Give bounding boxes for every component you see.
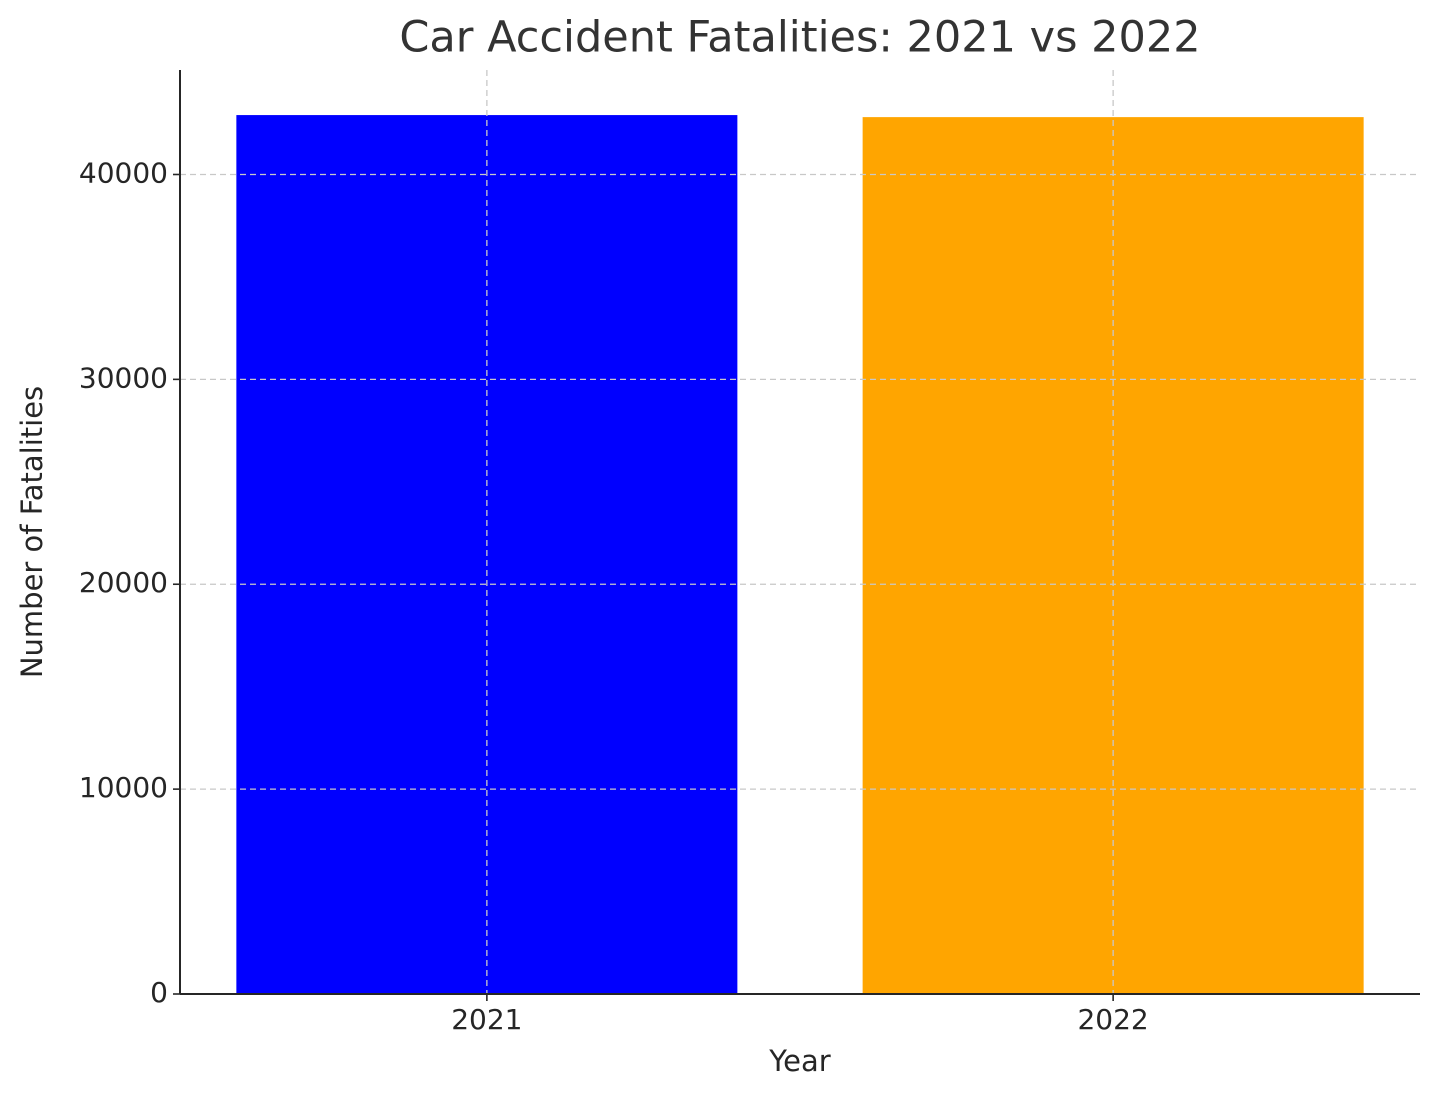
y-tick-label: 40000 xyxy=(79,156,168,189)
y-tick-label: 30000 xyxy=(79,361,168,394)
y-tick-label: 20000 xyxy=(79,566,168,599)
axes: 0 10000 20000 30000 40000 2021 2022 xyxy=(79,70,1420,1036)
chart-title: Car Accident Fatalities: 2021 vs 2022 xyxy=(399,13,1200,63)
y-tick-label: 0 xyxy=(150,976,168,1009)
y-axis-label: Number of Fatalities xyxy=(15,386,49,678)
x-axis-label: Year xyxy=(768,1044,830,1078)
bars xyxy=(236,115,1364,994)
y-tick-label: 10000 xyxy=(79,771,168,804)
x-tick-label: 2021 xyxy=(451,1003,522,1036)
x-tick-label: 2022 xyxy=(1077,1003,1148,1036)
